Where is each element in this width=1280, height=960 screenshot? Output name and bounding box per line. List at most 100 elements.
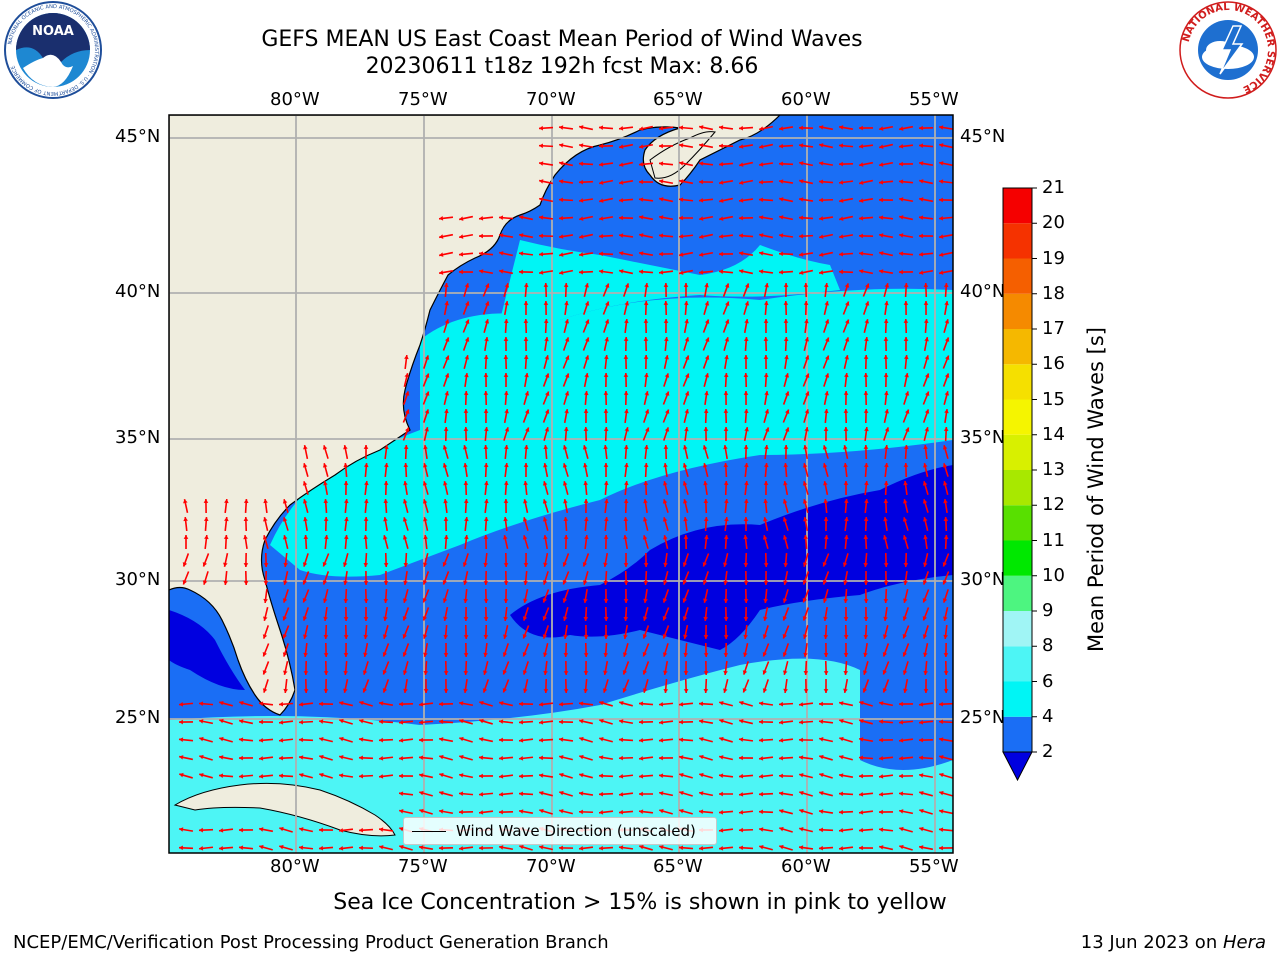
wave-arrow-head <box>343 653 349 657</box>
wave-arrow-head <box>422 598 427 603</box>
wave-arrow-head <box>483 355 489 359</box>
wave-arrow-head <box>464 301 470 306</box>
wave-arrow-head <box>642 616 648 621</box>
wave-arrow-head <box>279 738 284 743</box>
wave-arrow-head <box>579 736 584 742</box>
wave-arrow-head <box>759 791 763 797</box>
wave-arrow-head <box>662 499 668 504</box>
wave-arrow-head <box>465 319 470 324</box>
wave-arrow-head <box>784 427 790 432</box>
wave-arrow-head <box>644 373 649 378</box>
wave-arrow-head <box>683 689 689 693</box>
wave-arrow-head <box>799 755 804 760</box>
wave-arrow-head <box>822 580 828 585</box>
wave-arrow-head <box>623 517 629 522</box>
wave-arrow-head <box>943 499 948 504</box>
wave-arrow-head <box>944 373 950 378</box>
wave-arrow-head <box>739 251 744 256</box>
wave-arrow-head <box>302 481 308 486</box>
wave-arrow-head <box>899 791 904 797</box>
wave-arrow-head <box>802 499 808 504</box>
wave-arrow-head <box>879 126 884 131</box>
wave-arrow-head <box>819 754 824 760</box>
wave-arrow-head <box>903 463 909 467</box>
wave-arrow-head <box>399 844 404 850</box>
wave-arrow-head <box>863 599 869 603</box>
wave-arrow-head <box>443 689 449 693</box>
wave-arrow-head <box>839 718 844 724</box>
wave-arrow-head <box>882 535 888 540</box>
wave-arrow-head <box>844 517 849 522</box>
wave-arrow-head <box>182 580 187 585</box>
wave-arrow-head <box>543 283 549 287</box>
wave-arrow-head <box>763 517 768 522</box>
wave-arrow-head <box>599 773 603 779</box>
colorbar-tick-label: 16 <box>1042 353 1065 375</box>
wave-arrow-head <box>299 702 304 707</box>
lon-label-top: 55°W <box>909 89 959 110</box>
wave-arrow-head <box>519 791 523 797</box>
wave-arrow-head <box>683 535 689 539</box>
wave-arrow-head <box>459 718 464 724</box>
wave-arrow-head <box>322 463 328 468</box>
lat-label-right: 40°N <box>960 281 1006 302</box>
wave-arrow-head <box>539 197 544 202</box>
wave-arrow-head <box>799 737 803 743</box>
wave-arrow-head <box>444 319 450 324</box>
wave-arrow-head <box>424 409 430 414</box>
wave-arrow-head <box>483 373 489 377</box>
wave-arrow-head <box>824 283 829 288</box>
wave-arrow-head <box>879 809 883 815</box>
wave-arrow-head <box>922 616 928 621</box>
wave-arrow-head <box>319 827 323 833</box>
wave-arrow-head <box>739 737 744 742</box>
wave-arrow-head <box>463 653 469 657</box>
wave-arrow-head <box>923 319 929 324</box>
wave-arrow-head <box>279 826 284 832</box>
wave-arrow-head <box>819 790 824 796</box>
wave-arrow-head <box>379 774 384 779</box>
wave-arrow-head <box>682 463 688 468</box>
wave-arrow-head <box>443 499 448 504</box>
wave-arrow-head <box>682 562 688 567</box>
wave-arrow-head <box>823 671 829 675</box>
wave-arrow-head <box>503 634 508 639</box>
wave-arrow-head <box>824 391 829 396</box>
wave-arrow-head <box>459 252 464 257</box>
wave-arrow-head <box>739 125 744 131</box>
colorbar-label: Mean Period of Wind Waves [s] <box>1084 327 1108 652</box>
wave-arrow-head <box>563 671 569 675</box>
wave-arrow-head <box>399 826 404 832</box>
wave-arrow-head <box>363 562 369 567</box>
wave-arrow-head <box>543 301 549 305</box>
wave-arrow-head <box>644 283 649 288</box>
wave-arrow-head <box>383 517 388 522</box>
wave-arrow-head <box>544 373 550 378</box>
wave-arrow-head <box>903 337 909 341</box>
wave-arrow-head <box>624 319 629 324</box>
wave-arrow-head <box>799 827 804 832</box>
wave-arrow-head <box>603 463 609 467</box>
wave-arrow-head <box>783 283 789 287</box>
wave-arrow-head <box>683 634 688 639</box>
wave-arrow-head <box>642 634 648 639</box>
wave-arrow-head <box>883 517 888 522</box>
wave-arrow-head <box>504 409 509 414</box>
wave-arrow-head <box>923 535 928 540</box>
wave-arrow-head <box>463 617 469 621</box>
wave-arrow-head <box>839 198 844 203</box>
wave-arrow-head <box>339 846 344 851</box>
wave-arrow-head <box>923 689 929 693</box>
wave-arrow-head <box>724 355 729 360</box>
wave-arrow-head <box>782 634 787 639</box>
colorbar-tick-label: 19 <box>1042 247 1065 269</box>
wave-arrow-head <box>423 670 429 675</box>
wave-arrow-head <box>302 616 308 621</box>
wave-arrow-head <box>542 481 548 486</box>
wave-arrow-head <box>924 337 929 342</box>
colorbar-segment <box>1003 716 1032 752</box>
wave-arrow-head <box>624 283 630 288</box>
wave-arrow-head <box>843 617 849 621</box>
wave-arrow-head <box>719 216 724 221</box>
wave-arrow-head <box>259 774 264 779</box>
